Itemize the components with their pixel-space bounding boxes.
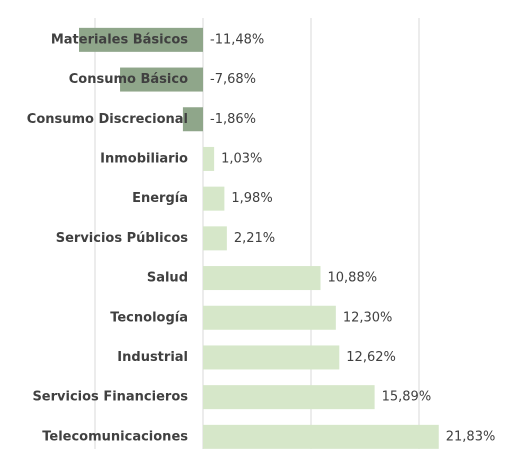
bar xyxy=(182,107,203,132)
category-label: Consumo Básico xyxy=(69,72,188,87)
value-label: 1,98% xyxy=(231,191,272,206)
category-label: Tecnología xyxy=(110,310,188,325)
bar xyxy=(203,345,340,370)
category-label: Inmobiliario xyxy=(100,151,188,166)
category-label: Servicios Financieros xyxy=(32,390,188,405)
category-label: Salud xyxy=(147,271,188,286)
value-label: 10,88% xyxy=(328,271,378,286)
value-label: 1,03% xyxy=(221,151,262,166)
value-label: -7,68% xyxy=(210,72,256,87)
value-label: 12,30% xyxy=(343,310,393,325)
bar xyxy=(203,305,336,330)
bar xyxy=(120,67,203,92)
value-label: 2,21% xyxy=(234,231,275,246)
bar xyxy=(203,424,439,449)
category-label: Consumo Discrecional xyxy=(27,112,188,127)
value-label: 21,83% xyxy=(446,429,496,444)
value-label: -11,48% xyxy=(210,32,264,47)
bar xyxy=(203,385,375,410)
category-label: Materiales Básicos xyxy=(51,32,188,47)
value-label: 15,89% xyxy=(382,390,432,405)
bar xyxy=(203,186,225,211)
bar xyxy=(203,266,321,291)
category-label: Servicios Públicos xyxy=(56,231,189,246)
bar xyxy=(203,146,215,171)
bar xyxy=(203,226,227,251)
category-label: Telecomunicaciones xyxy=(42,429,188,444)
category-label: Energía xyxy=(132,191,188,206)
category-label: Industrial xyxy=(117,350,188,365)
value-label: 12,62% xyxy=(346,350,396,365)
value-label: -1,86% xyxy=(210,112,256,127)
bar xyxy=(79,27,203,52)
